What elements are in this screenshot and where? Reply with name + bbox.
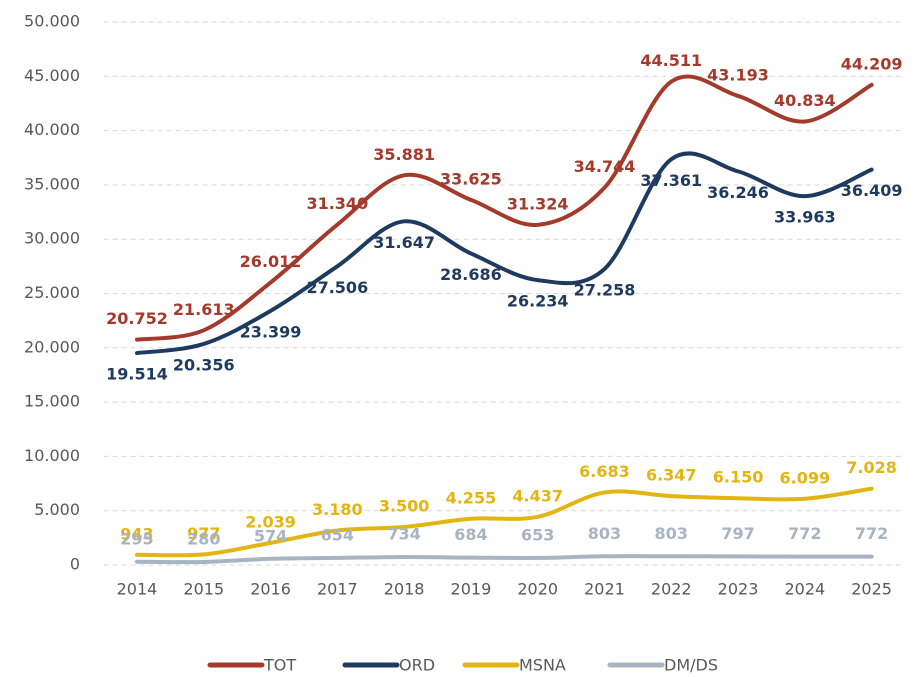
data-label: 27.506 [306,278,368,297]
data-label: 43.193 [707,65,769,84]
line [134,554,874,565]
data-label: 574 [254,526,287,545]
data-label: 943 [120,524,153,543]
data-label: 772 [855,524,888,543]
data-label: 28.686 [440,265,502,284]
x-tick-label: 2015 [183,580,224,599]
x-tick-label: 2019 [451,580,492,599]
data-label: 44.209 [841,54,903,73]
y-tick-label: 25.000 [24,283,80,302]
y-tick-label: 30.000 [24,229,80,248]
x-tick-label: 2017 [317,580,358,599]
data-label: 2.039 [245,512,296,531]
line [134,151,874,356]
x-tick-label: 2021 [584,580,625,599]
data-label: 654 [321,525,354,544]
x-tick-label: 2024 [784,580,825,599]
data-label: 26.012 [240,252,302,271]
data-label: 33.625 [440,169,502,188]
data-label: 797 [721,524,754,543]
data-label: 4.437 [512,486,563,505]
data-label: 977 [187,524,220,543]
data-label: 6.099 [780,468,831,487]
data-label: 21.613 [173,300,235,319]
x-tick-label: 2022 [651,580,692,599]
y-tick-label: 20.000 [24,337,80,356]
x-tick-label: 2023 [718,580,759,599]
y-tick-label: 35.000 [24,174,80,193]
data-label: 36.409 [841,181,903,200]
data-label: 6.347 [646,466,697,485]
y-tick-label: 5.000 [34,500,80,519]
data-label: 23.399 [240,322,302,341]
legend-label: ORD [399,656,435,675]
data-label: 27.258 [574,280,636,299]
data-label: 7.028 [846,458,897,477]
data-label: 20.356 [173,355,235,374]
data-label: 33.963 [774,208,836,227]
data-label: 44.511 [640,51,702,70]
data-label: 684 [454,525,487,544]
data-label: 40.834 [774,91,836,110]
data-label: 3.500 [379,496,430,515]
data-label: 19.514 [106,365,168,384]
y-tick-label: 0 [70,555,80,574]
x-tick-label: 2020 [517,580,558,599]
y-tick-label: 15.000 [24,392,80,411]
line [134,486,874,558]
data-label: 295 [120,529,153,548]
data-label: 6.683 [579,462,630,481]
data-label: 31.340 [306,194,368,213]
data-label: 36.246 [707,183,769,202]
data-label: 31.324 [507,194,569,213]
data-label: 803 [655,524,688,543]
legend-label: MSNA [519,656,566,675]
data-label: 26.234 [507,292,569,311]
data-label: 6.150 [713,468,764,487]
data-label: 772 [788,524,821,543]
legend-label: DM/DS [664,656,718,675]
x-tick-label: 2016 [250,580,291,599]
x-tick-label: 2018 [384,580,425,599]
data-label: 34.744 [574,157,636,176]
line [134,74,874,342]
data-label: 653 [521,525,554,544]
data-label: 3.180 [312,500,363,519]
data-label: 803 [588,524,621,543]
data-label: 35.881 [373,145,435,164]
x-tick-label: 2014 [117,580,158,599]
data-label: 20.752 [106,309,168,328]
data-label: 37.361 [640,171,702,190]
data-label: 4.255 [446,488,497,507]
data-label: 31.647 [373,233,435,252]
x-tick-label: 2025 [851,580,892,599]
y-tick-label: 50.000 [24,12,80,31]
y-tick-label: 40.000 [24,120,80,139]
y-tick-label: 45.000 [24,66,80,85]
data-label: 280 [187,529,220,548]
data-label: 734 [387,525,420,544]
legend-label: TOT [263,656,296,675]
y-tick-label: 10.000 [24,446,80,465]
